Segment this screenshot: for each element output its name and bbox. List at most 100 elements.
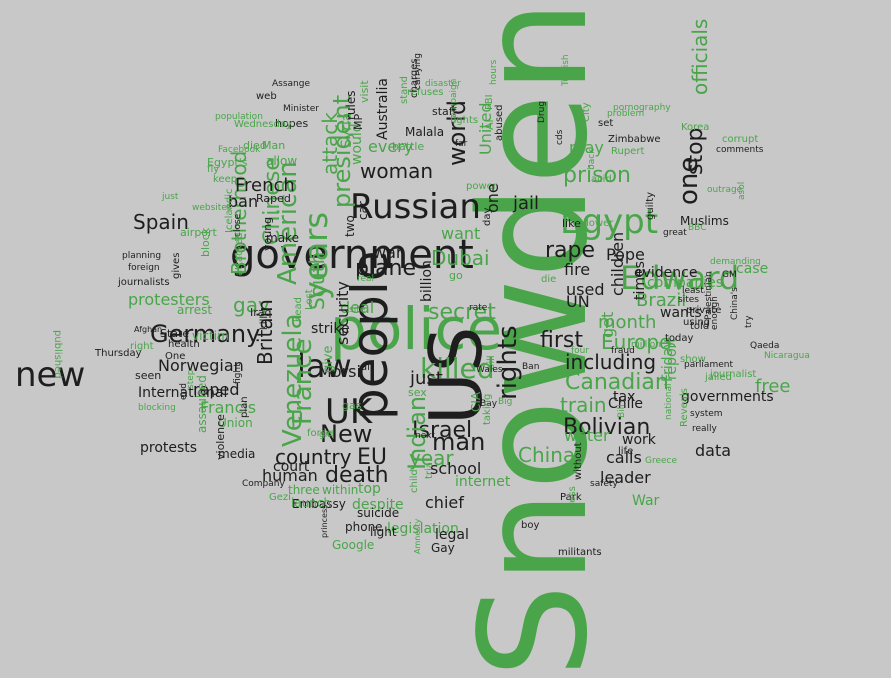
cloud-word: seen — [135, 369, 162, 382]
cloud-word: power — [466, 181, 497, 192]
cloud-word: billion — [419, 260, 435, 302]
cloud-word: MP — [352, 113, 365, 130]
cloud-word: month — [598, 312, 657, 333]
cloud-word: back — [587, 148, 597, 170]
cloud-word: fire — [564, 260, 591, 279]
cloud-word: legislation — [387, 521, 459, 537]
cloud-word: Gezi — [269, 492, 291, 503]
cloud-word: top — [358, 481, 381, 497]
cloud-word: keep — [213, 174, 238, 185]
cloud-word: school — [430, 459, 482, 478]
cloud-word: trial — [424, 459, 435, 479]
cloud-word: first — [540, 328, 583, 353]
cloud-word: internet — [455, 474, 511, 490]
cloud-word: foreign — [128, 263, 160, 273]
cloud-word: companies — [647, 275, 724, 291]
cloud-word: give — [321, 345, 336, 373]
cloud-word: One — [165, 351, 186, 362]
cloud-word: rights — [493, 325, 523, 400]
cloud-word: Russian — [350, 187, 481, 227]
cloud-word: one — [483, 183, 502, 213]
cloud-word: Rupert — [611, 146, 645, 157]
cloud-word: two — [343, 215, 357, 237]
cloud-word: Pope — [606, 245, 645, 264]
cloud-word: Friday — [660, 339, 676, 382]
cloud-word: Egypt's — [207, 156, 248, 169]
cloud-word: today — [665, 333, 694, 344]
cloud-word: new — [15, 355, 86, 395]
cloud-word: rate — [469, 303, 488, 313]
cloud-word: go — [449, 269, 463, 282]
cloud-word: Europe — [601, 330, 672, 354]
cloud-word: million — [631, 340, 661, 350]
cloud-word: prison — [563, 163, 631, 188]
cloud-word: calls — [606, 448, 642, 467]
cloud-word: carrying — [413, 53, 423, 90]
cloud-word: Nicaragua — [764, 351, 810, 361]
cloud-word: air — [361, 362, 375, 373]
cloud-word: police — [330, 295, 503, 363]
cloud-word: head — [293, 297, 304, 322]
cloud-word: chief — [425, 493, 464, 512]
cloud-word: Facebook — [218, 145, 261, 155]
cloud-word: war — [373, 243, 403, 262]
cloud-word: tax — [613, 389, 636, 405]
cloud-word: blocking — [138, 403, 176, 413]
cloud-word: show — [680, 354, 706, 365]
cloud-word: system — [690, 409, 723, 419]
cloud-word: journalists — [118, 277, 170, 288]
cloud-word: fight — [233, 363, 243, 384]
cloud-word: City — [581, 102, 592, 122]
cloud-word: stop — [683, 127, 708, 175]
cloud-word: Canadian — [565, 370, 669, 395]
cloud-word: Dubai — [431, 246, 490, 270]
cloud-word: Minister — [283, 104, 319, 114]
cloud-word: BBC — [688, 223, 707, 233]
cloud-word: evidence — [634, 265, 698, 281]
cloud-word: cds — [555, 129, 565, 145]
cloud-word: woman — [360, 159, 434, 183]
cloud-word: free — [755, 376, 791, 397]
cloud-word: private — [686, 305, 722, 316]
cloud-word: assaulted — [195, 375, 209, 433]
cloud-word: human — [262, 466, 318, 485]
cloud-word: every — [368, 137, 414, 156]
cloud-word: may — [569, 138, 604, 157]
cloud-word: without — [573, 442, 584, 480]
cloud-word: UN — [566, 292, 590, 311]
cloud-word: asol — [737, 181, 747, 200]
cloud-word: including — [565, 350, 657, 374]
cloud-word: court — [273, 459, 310, 475]
cloud-word: life — [618, 446, 634, 457]
cloud-word: Wednesday — [234, 119, 292, 130]
cloud-word: State — [160, 327, 190, 340]
cloud-word: government — [230, 232, 474, 278]
cloud-word: really — [692, 424, 717, 434]
cloud-word: legal — [435, 527, 469, 543]
cloud-word: arrest — [177, 303, 213, 317]
cloud-word: deal — [340, 298, 375, 317]
cloud-word: Egypt — [560, 202, 659, 242]
cloud-word: abused — [494, 104, 505, 141]
cloud-word: data — [695, 441, 732, 460]
cloud-word: fly — [207, 164, 220, 175]
cloud-word: websites — [192, 203, 232, 213]
cloud-word: Morsi — [318, 362, 361, 381]
cloud-word: man — [432, 428, 486, 456]
cloud-word: EU — [357, 445, 388, 470]
cloud-word: Reveals — [679, 388, 690, 427]
cloud-word: Embassy — [292, 497, 346, 511]
cloud-word: Korea — [681, 122, 710, 133]
cloud-word: comments — [716, 145, 764, 155]
cloud-word: population — [215, 112, 263, 122]
cloud-word: Google — [332, 538, 375, 552]
cloud-word: staff — [432, 105, 457, 118]
cloud-word: China's — [730, 287, 740, 320]
cloud-word: Bay — [480, 399, 498, 409]
cloud-word: great — [663, 228, 687, 238]
word-cloud: Snowden police US people government Edward Egy… — [15, 0, 810, 678]
cloud-word: health — [168, 339, 200, 350]
cloud-word: Afghan — [134, 325, 163, 334]
cloud-word: hours — [489, 59, 499, 85]
cloud-word: press — [567, 486, 578, 513]
